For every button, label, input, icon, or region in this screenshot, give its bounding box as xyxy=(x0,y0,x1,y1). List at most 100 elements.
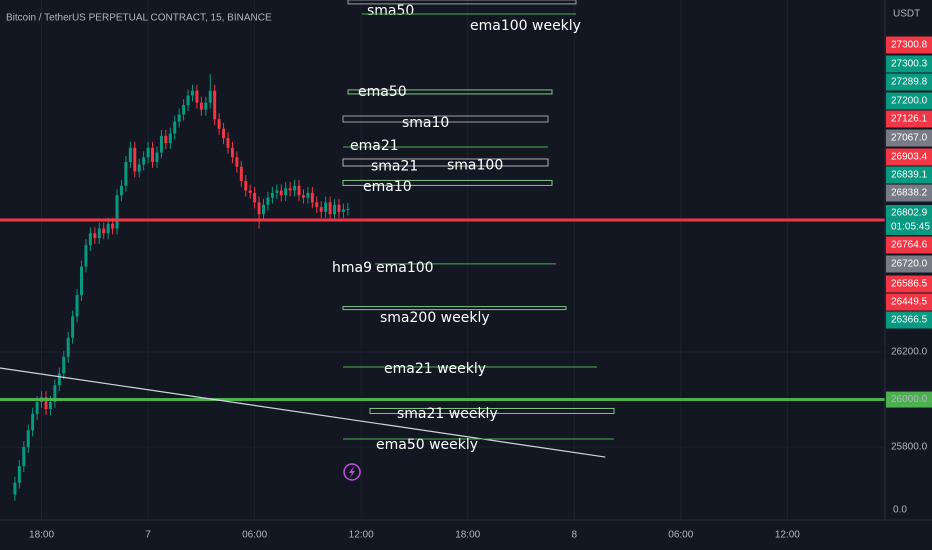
candle-body xyxy=(159,135,163,153)
trendline xyxy=(0,367,606,458)
price-badge xyxy=(886,184,932,202)
level-label: sma100 xyxy=(447,158,503,174)
price-badge xyxy=(886,129,932,147)
candle-body xyxy=(71,316,75,338)
candle-body xyxy=(226,138,230,148)
x-tick-label: 18:00 xyxy=(455,530,480,541)
indicator-scale-label: 0.0 xyxy=(893,505,907,516)
x-tick-label: 7 xyxy=(145,530,151,541)
alert-icon[interactable] xyxy=(343,463,361,481)
level-box xyxy=(342,179,553,186)
candle-body xyxy=(190,90,194,96)
price-badge-label: 27067.0 xyxy=(891,133,928,144)
candle-body xyxy=(346,208,350,210)
candle-body xyxy=(111,223,115,229)
level-label: ema10 xyxy=(363,179,412,195)
candle-body xyxy=(115,195,119,229)
level-label: ema50 xyxy=(358,84,407,100)
candle-body xyxy=(168,133,172,144)
candle-body xyxy=(333,204,337,215)
price-badge xyxy=(886,311,932,329)
candle-body xyxy=(177,114,181,122)
price-badge-label: 26449.5 xyxy=(891,297,928,308)
price-badge xyxy=(886,166,932,184)
candle-body xyxy=(31,413,35,431)
price-badge-label: 26720.0 xyxy=(891,259,928,270)
price-badge-label: 27126.1 xyxy=(891,114,928,125)
price-badge xyxy=(886,255,932,273)
candle-body xyxy=(275,190,279,193)
level-badge xyxy=(886,391,932,408)
price-badge-label: 26366.5 xyxy=(891,315,928,326)
candle-body xyxy=(310,192,314,203)
candle-body xyxy=(84,245,88,267)
candle-body xyxy=(217,119,221,129)
price-badge xyxy=(886,275,932,293)
candle-body xyxy=(97,228,101,239)
candle-body xyxy=(142,157,146,165)
candle-body xyxy=(319,207,323,212)
level-label: hma9 xyxy=(332,260,372,276)
candle-body xyxy=(44,397,48,410)
alert-circle[interactable] xyxy=(343,463,361,481)
price-badge-label: 27300.3 xyxy=(891,59,928,70)
price-axis-panel xyxy=(885,0,932,550)
candle-body xyxy=(222,128,226,139)
y-tick-label: 26200.0 xyxy=(891,347,928,358)
candle-body xyxy=(230,147,234,158)
y-tick-label: 25800.0 xyxy=(891,442,928,453)
price-badge-label: 27289.8 xyxy=(891,77,928,88)
level-label: sma21 weekly xyxy=(397,406,498,422)
price-badge-label: 27200.0 xyxy=(891,96,928,107)
price-badge xyxy=(886,148,932,166)
candle-body xyxy=(253,192,257,203)
candle-body xyxy=(262,204,266,215)
price-badge xyxy=(886,205,932,235)
level-box xyxy=(342,115,549,123)
candle-body xyxy=(75,295,79,317)
candle-body xyxy=(279,190,283,196)
candle-body xyxy=(173,121,177,134)
x-tick-label: 12:00 xyxy=(775,530,800,541)
candle-body xyxy=(270,192,274,198)
currency-label: USDT xyxy=(893,9,920,20)
level-label: sma10 xyxy=(402,115,449,131)
candle-body xyxy=(102,228,106,234)
level-box xyxy=(342,306,567,311)
x-tick-label: 12:00 xyxy=(349,530,374,541)
x-tick-label: 06:00 xyxy=(242,530,267,541)
level-label: ema21 xyxy=(350,138,399,154)
candle-body xyxy=(48,401,52,410)
candle-body xyxy=(284,188,288,196)
x-tick-label: 18:00 xyxy=(29,530,54,541)
price-badge-label: 26802.9 xyxy=(891,208,928,219)
candle-body xyxy=(182,104,186,115)
price-badge xyxy=(886,55,932,73)
candle-body xyxy=(306,192,310,198)
candle-body xyxy=(62,356,66,374)
x-tick-label: 8 xyxy=(571,530,577,541)
candle-body xyxy=(93,233,97,239)
x-tick-label: 06:00 xyxy=(668,530,693,541)
price-badge-label: 26903.4 xyxy=(891,152,928,163)
level-label: sma200 weekly xyxy=(380,310,490,326)
candle-body xyxy=(146,147,150,158)
level-box xyxy=(369,407,615,414)
candle-body xyxy=(328,202,332,215)
candle-body xyxy=(244,181,248,191)
level-box xyxy=(347,89,553,95)
candle-body xyxy=(22,447,26,467)
symbol-title: Bitcoin / TetherUS PERPETUAL CONTRACT, 1… xyxy=(6,13,272,24)
candle-body xyxy=(239,166,243,182)
level-label: sma21 xyxy=(371,158,418,174)
candle-body xyxy=(195,90,199,103)
candle-body xyxy=(324,202,328,212)
candle-body xyxy=(80,266,84,296)
price-badge-label: 26764.6 xyxy=(891,240,928,251)
price-badge xyxy=(886,36,932,54)
level-label: ema100 weekly xyxy=(470,18,581,34)
candle-body xyxy=(288,188,292,191)
alert-bolt[interactable] xyxy=(349,466,355,478)
